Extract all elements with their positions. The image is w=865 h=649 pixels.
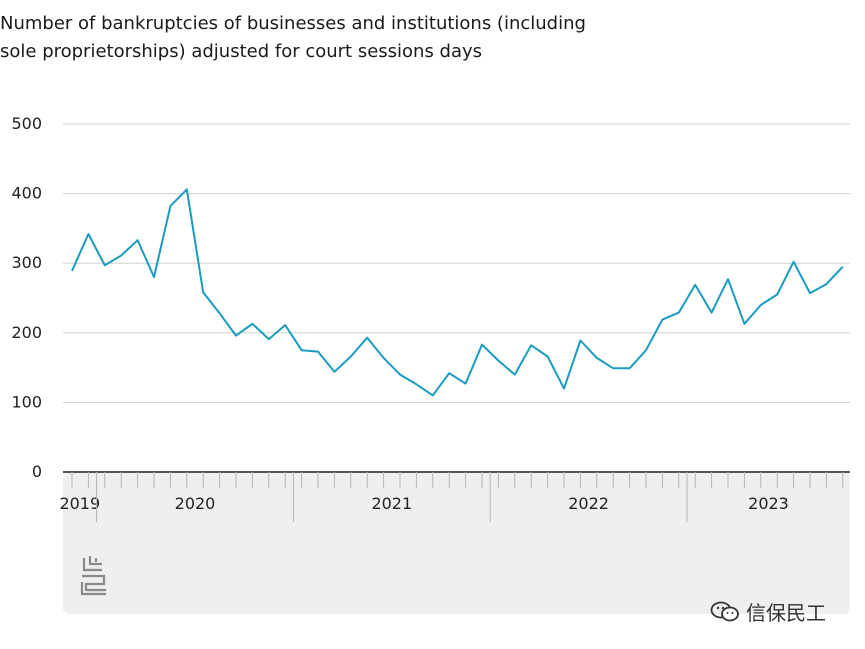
x-year-label: 2020 bbox=[175, 494, 216, 513]
x-axis-ticks bbox=[71, 472, 844, 488]
y-axis-ticks: 0 100 200 300 400 500 bbox=[11, 114, 42, 481]
y-tick-label: 0 bbox=[32, 462, 42, 481]
wechat-icon bbox=[710, 601, 739, 621]
watermark-text: 信保民工 bbox=[746, 601, 826, 625]
chart-title: Number of bankruptcies of businesses and… bbox=[0, 10, 620, 66]
y-tick-label: 200 bbox=[11, 323, 42, 342]
x-year-label: 2023 bbox=[748, 494, 789, 513]
chart-title-line-1: Number of bankruptcies of businesses and… bbox=[0, 13, 586, 34]
chart-title-line-2: sole proprietorships) adjusted for court… bbox=[0, 41, 483, 62]
x-axis-band bbox=[63, 472, 850, 614]
x-year-label: 2019 bbox=[59, 494, 100, 513]
y-tick-label: 300 bbox=[11, 253, 42, 272]
cbs-logo-icon bbox=[80, 556, 106, 596]
x-axis-years: 2019 2020 2021 2022 2023 bbox=[59, 472, 789, 522]
y-tick-label: 400 bbox=[11, 184, 42, 203]
series-group bbox=[71, 188, 844, 397]
y-tick-label: 500 bbox=[11, 114, 42, 133]
x-year-label: 2021 bbox=[371, 494, 412, 513]
watermark: 信保民工 bbox=[710, 597, 826, 626]
y-tick-label: 100 bbox=[11, 392, 42, 411]
series-line bbox=[71, 188, 844, 397]
gridlines bbox=[63, 123, 850, 473]
x-year-label: 2022 bbox=[568, 494, 609, 513]
